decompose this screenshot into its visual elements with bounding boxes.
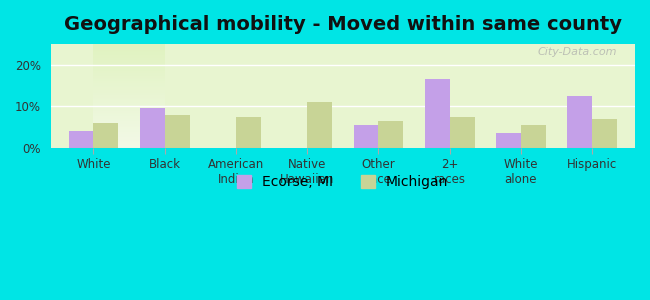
Bar <box>450 117 474 148</box>
Bar <box>307 102 332 148</box>
Bar <box>567 96 592 148</box>
Bar <box>592 119 617 148</box>
Text: City-Data.com: City-Data.com <box>538 47 617 57</box>
Bar <box>164 115 190 148</box>
Bar <box>378 121 404 148</box>
Bar <box>496 133 521 148</box>
Bar <box>68 131 94 148</box>
Bar <box>236 117 261 148</box>
Bar <box>354 125 378 148</box>
Title: Geographical mobility - Moved within same county: Geographical mobility - Moved within sam… <box>64 15 622 34</box>
Legend: Ecorse, MI, Michigan: Ecorse, MI, Michigan <box>232 170 454 195</box>
Bar <box>521 125 546 148</box>
Bar <box>425 79 450 148</box>
Bar <box>140 108 164 148</box>
Bar <box>94 123 118 148</box>
